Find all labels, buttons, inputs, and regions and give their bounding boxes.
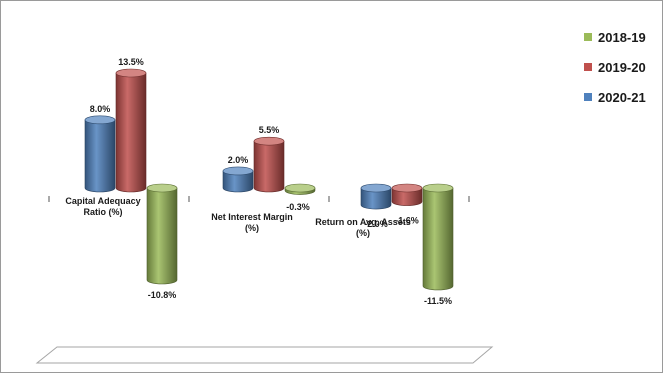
data-label: -11.5% (424, 296, 452, 306)
bar-2018-19-2 (422, 183, 454, 291)
category-label: Capital Adequacy Ratio (%) (65, 196, 140, 217)
data-label: 5.5% (259, 125, 280, 135)
data-label: 8.0% (90, 104, 111, 114)
category-label: Net Interest Margin (%) (211, 212, 293, 233)
legend-swatch (584, 33, 592, 41)
data-label: -1.6% (395, 216, 419, 226)
data-label: 2.0% (228, 155, 249, 165)
legend-entry-2018-19: 2018-19 (584, 30, 646, 45)
category-label: Return on Avg. Assets (%) (315, 217, 411, 238)
legend-entry-2019-20: 2019-20 (584, 60, 646, 75)
legend-label: 2018-19 (598, 30, 646, 45)
legend-label: 2019-20 (598, 60, 646, 75)
data-label: -2.0% (364, 219, 388, 229)
legend-label: 2020-21 (598, 90, 646, 105)
data-label: -10.8% (148, 290, 177, 300)
bar-2019-20-2 (391, 183, 423, 206)
bar-2018-19-1 (284, 183, 316, 195)
legend-entry-2020-21: 2020-21 (584, 90, 646, 105)
bar-2020-21-2 (360, 183, 392, 210)
legend-swatch (584, 93, 592, 101)
bar-2020-21-1 (222, 166, 254, 193)
bar-2019-20-0 (115, 68, 147, 193)
floor-plane (35, 346, 494, 364)
data-label: 13.5% (118, 57, 144, 67)
bar-2018-19-0 (146, 183, 178, 285)
bar-2020-21-0 (84, 115, 116, 193)
data-label: -0.3% (286, 202, 310, 212)
legend-swatch (584, 63, 592, 71)
bar-2019-20-1 (253, 136, 285, 193)
